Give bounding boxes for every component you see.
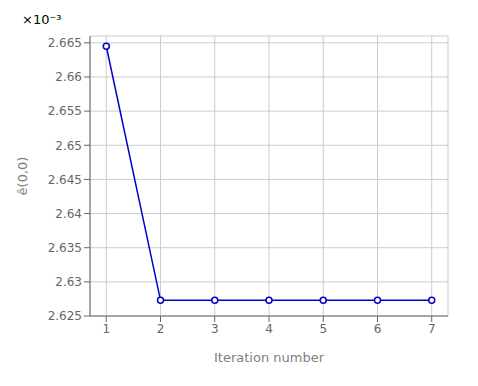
svg-text:2.625: 2.625 — [48, 309, 82, 323]
svg-text:2.66: 2.66 — [55, 70, 82, 84]
svg-text:2.655: 2.655 — [48, 104, 82, 118]
svg-text:4: 4 — [265, 322, 273, 336]
svg-text:5: 5 — [319, 322, 327, 336]
svg-text:2.65: 2.65 — [55, 139, 82, 153]
html-text:×10⁻³: ×10⁻³ — [22, 12, 62, 27]
svg-text:2.635: 2.635 — [48, 241, 82, 255]
svg-text:2.64: 2.64 — [55, 207, 82, 221]
svg-text:2.665: 2.665 — [48, 36, 82, 50]
svg-text:6: 6 — [374, 322, 382, 336]
svg-text:Iteration number: Iteration number — [214, 350, 325, 365]
svg-text:ê(0,0): ê(0,0) — [15, 157, 30, 196]
svg-text:2.645: 2.645 — [48, 173, 82, 187]
svg-text:2: 2 — [157, 322, 165, 336]
svg-text:2.63: 2.63 — [55, 275, 82, 289]
svg-text:3: 3 — [211, 322, 219, 336]
svg-text:7: 7 — [428, 322, 436, 336]
svg-text:1: 1 — [102, 322, 110, 336]
